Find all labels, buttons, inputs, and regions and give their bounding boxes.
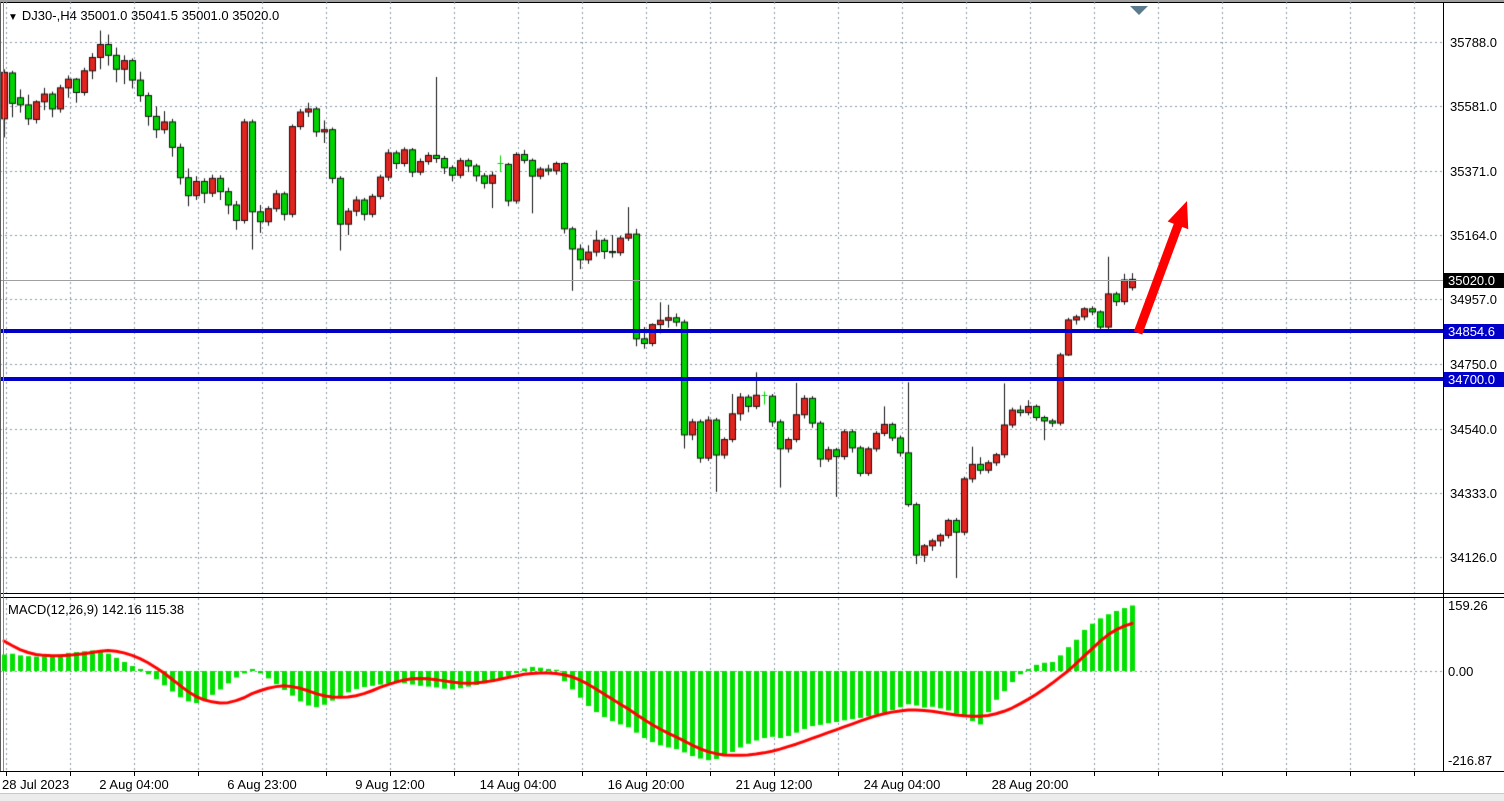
time-axis-label: 14 Aug 04:00 (479, 777, 557, 792)
macd-axis-tick: 0.00 (1448, 664, 1474, 679)
window-left-border (3, 2, 4, 771)
macd-indicator-canvas[interactable] (0, 598, 1443, 771)
time-axis-tick-mark (6, 772, 7, 776)
time-axis-tick-mark (198, 772, 199, 776)
time-axis-tick-mark (70, 772, 71, 776)
time-axis-label: 16 Aug 20:00 (607, 777, 685, 792)
time-axis-label: 6 Aug 23:00 (227, 777, 297, 792)
time-axis-tick-mark (1094, 772, 1095, 776)
pane-separator[interactable] (0, 593, 1504, 594)
main-price-chart-canvas[interactable] (0, 2, 1443, 593)
price-axis-tick: 34540.0 (1450, 422, 1497, 437)
price-axis-tick: 34333.0 (1450, 486, 1497, 501)
time-axis-tick-mark (838, 772, 839, 776)
price-axis-tick: 35788.0 (1450, 35, 1497, 50)
time-axis-label: 2 Aug 04:00 (99, 777, 169, 792)
macd-indicator-label: MACD(12,26,9) 142.16 115.38 (8, 602, 185, 617)
price-axis-tick: 35581.0 (1450, 99, 1497, 114)
support-line-34854[interactable] (0, 329, 1443, 333)
symbol-dropdown-icon: ▼ (8, 12, 18, 23)
price-axis-tick: 34750.0 (1450, 357, 1497, 372)
support-level-label: 34700.0 (1444, 372, 1504, 387)
price-axis-tick: 35371.0 (1450, 164, 1497, 179)
macd-axis-tick: -216.87 (1448, 753, 1493, 768)
time-axis-tick-mark (710, 772, 711, 776)
symbol-ohlc-header: ▼ DJ30-,H4 35001.0 35041.5 35001.0 35020.… (8, 8, 279, 23)
time-axis-tick-mark (774, 772, 775, 776)
time-axis-label: 28 Jul 2023 (2, 777, 70, 792)
price-axis-border (1443, 2, 1444, 771)
window-left-border (0, 2, 1, 771)
time-axis-tick-mark (646, 772, 647, 776)
price-axis-tick: 34126.0 (1450, 550, 1497, 565)
symbol-ohlc-text: DJ30-,H4 35001.0 35041.5 35001.0 35020.0 (21, 8, 280, 23)
time-axis-label: 28 Aug 20:00 (991, 777, 1069, 792)
time-axis-label: 21 Aug 12:00 (735, 777, 813, 792)
price-axis-tick: 35164.0 (1450, 228, 1497, 243)
time-axis-tick-mark (1158, 772, 1159, 776)
support-level-label: 34854.6 (1444, 324, 1504, 339)
time-axis-tick-mark (902, 772, 903, 776)
time-axis-tick-mark (326, 772, 327, 776)
current-price-label: 35020.0 (1444, 273, 1504, 288)
time-axis-border (0, 771, 1504, 772)
window-bottom-strip (0, 793, 1504, 801)
chart-shift-marker-icon[interactable] (1130, 6, 1148, 15)
pane-separator[interactable] (0, 597, 1504, 598)
time-axis-tick-mark (1286, 772, 1287, 776)
time-axis-tick-mark (1222, 772, 1223, 776)
time-axis-tick-mark (518, 772, 519, 776)
time-axis-tick-mark (390, 772, 391, 776)
time-axis-tick-mark (1350, 772, 1351, 776)
time-axis-tick-mark (966, 772, 967, 776)
time-axis-tick-mark (1414, 772, 1415, 776)
support-line-34700[interactable] (0, 377, 1443, 381)
time-axis-label: 24 Aug 04:00 (863, 777, 941, 792)
time-axis-tick-mark (582, 772, 583, 776)
price-axis-tick: 34957.0 (1450, 292, 1497, 307)
time-axis-label: 9 Aug 12:00 (355, 777, 425, 792)
current-price-line (0, 280, 1443, 281)
macd-axis-tick: 159.26 (1448, 598, 1488, 613)
time-axis-tick-mark (262, 772, 263, 776)
time-axis-tick-mark (134, 772, 135, 776)
time-axis-tick-mark (1030, 772, 1031, 776)
time-axis-tick-mark (454, 772, 455, 776)
